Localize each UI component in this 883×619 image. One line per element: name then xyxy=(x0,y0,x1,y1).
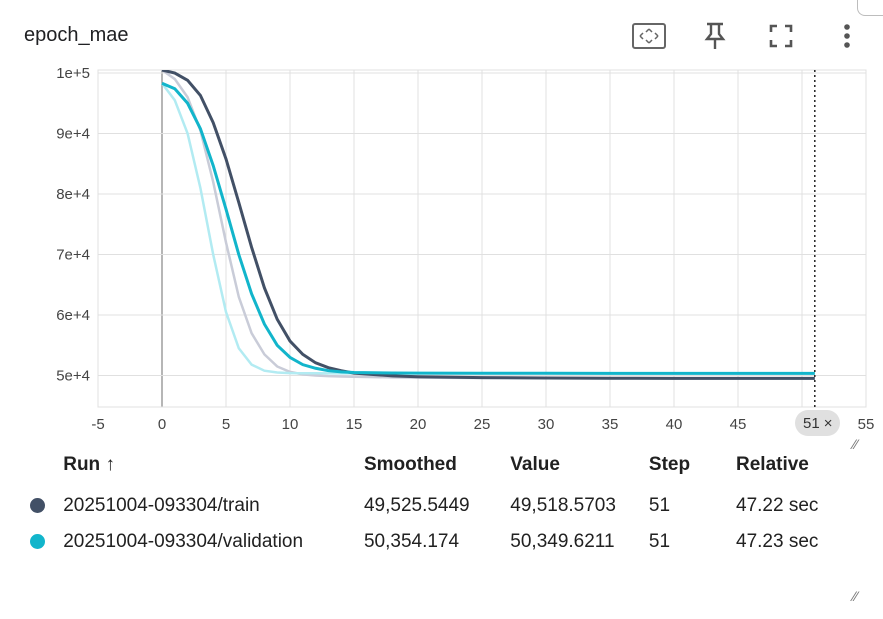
series-smoothed-line xyxy=(161,70,815,380)
y-tick-label: 5e+4 xyxy=(56,368,90,385)
legend-table: Run ↑ Smoothed Value Step Relative 20251… xyxy=(24,452,883,560)
run-name: 20251004-093304/validation xyxy=(63,531,304,552)
header-color xyxy=(24,452,63,488)
header-run[interactable]: Run ↑ xyxy=(63,454,115,475)
y-tick-label: 9e+4 xyxy=(56,126,90,143)
line-chart[interactable]: -50510152025303540455055 1e+59e+48e+47e+… xyxy=(0,60,883,445)
run-color-dot xyxy=(30,534,45,550)
relative-time: 47.23 sec xyxy=(736,531,819,552)
series-smoothed-line xyxy=(161,81,815,375)
x-tick-label: 45 xyxy=(730,416,747,433)
step-value: 51 xyxy=(648,495,671,516)
corner-tab xyxy=(857,0,883,16)
x-tick-label: 15 xyxy=(346,416,363,433)
raw-value: 49,518.5703 xyxy=(510,495,616,516)
fit-domain-icon[interactable] xyxy=(631,18,667,54)
x-tick-label: 0 xyxy=(158,416,166,433)
x-tick-label: 25 xyxy=(474,416,491,433)
close-icon[interactable]: × xyxy=(823,414,833,432)
x-tick-label: 55 xyxy=(858,416,875,433)
resize-handle-icon[interactable]: ⁄⁄ xyxy=(853,588,858,604)
relative-time: 47.22 sec xyxy=(736,495,819,516)
run-color-dot xyxy=(30,498,45,514)
resize-handle-icon[interactable]: ⁄⁄ xyxy=(853,436,858,452)
smoothed-value: 50,354.174 xyxy=(363,531,460,552)
header-smoothed[interactable]: Smoothed xyxy=(363,454,457,475)
hover-step-badge[interactable]: 51 × xyxy=(795,410,841,436)
x-tick-label: -5 xyxy=(91,416,104,433)
more-vert-icon[interactable] xyxy=(829,18,865,54)
header-step[interactable]: Step xyxy=(648,454,691,475)
legend-row-validation[interactable]: 20251004-093304/validation 50,354.174 50… xyxy=(24,524,883,560)
y-tick-label: 1e+5 xyxy=(56,65,90,82)
fullscreen-icon[interactable] xyxy=(763,18,799,54)
x-tick-label: 10 xyxy=(282,416,299,433)
header-value[interactable]: Value xyxy=(510,454,560,475)
x-tick-label: 20 xyxy=(410,416,427,433)
legend-row-train[interactable]: 20251004-093304/train 49,525.5449 49,518… xyxy=(24,488,883,524)
smoothed-value: 49,525.5449 xyxy=(363,495,470,516)
step-value: 51 xyxy=(648,531,671,552)
y-tick-label: 7e+4 xyxy=(56,247,90,264)
y-tick-label: 8e+4 xyxy=(56,186,90,203)
x-tick-label: 30 xyxy=(538,416,555,433)
pin-icon[interactable] xyxy=(697,18,733,54)
run-name: 20251004-093304/train xyxy=(63,495,260,516)
y-tick-label: 6e+4 xyxy=(56,307,90,324)
legend-header-row: Run ↑ Smoothed Value Step Relative xyxy=(24,452,883,488)
card-toolbar xyxy=(631,18,865,54)
x-tick-label: 35 xyxy=(602,416,619,433)
plot-frame xyxy=(97,69,867,408)
hover-step-label: 51 xyxy=(803,414,820,432)
header-relative[interactable]: Relative xyxy=(736,454,809,475)
x-tick-label: 5 xyxy=(222,416,230,433)
raw-value: 50,349.6211 xyxy=(510,531,615,552)
chart-title: epoch_mae xyxy=(24,24,129,46)
x-tick-label: 40 xyxy=(666,416,683,433)
